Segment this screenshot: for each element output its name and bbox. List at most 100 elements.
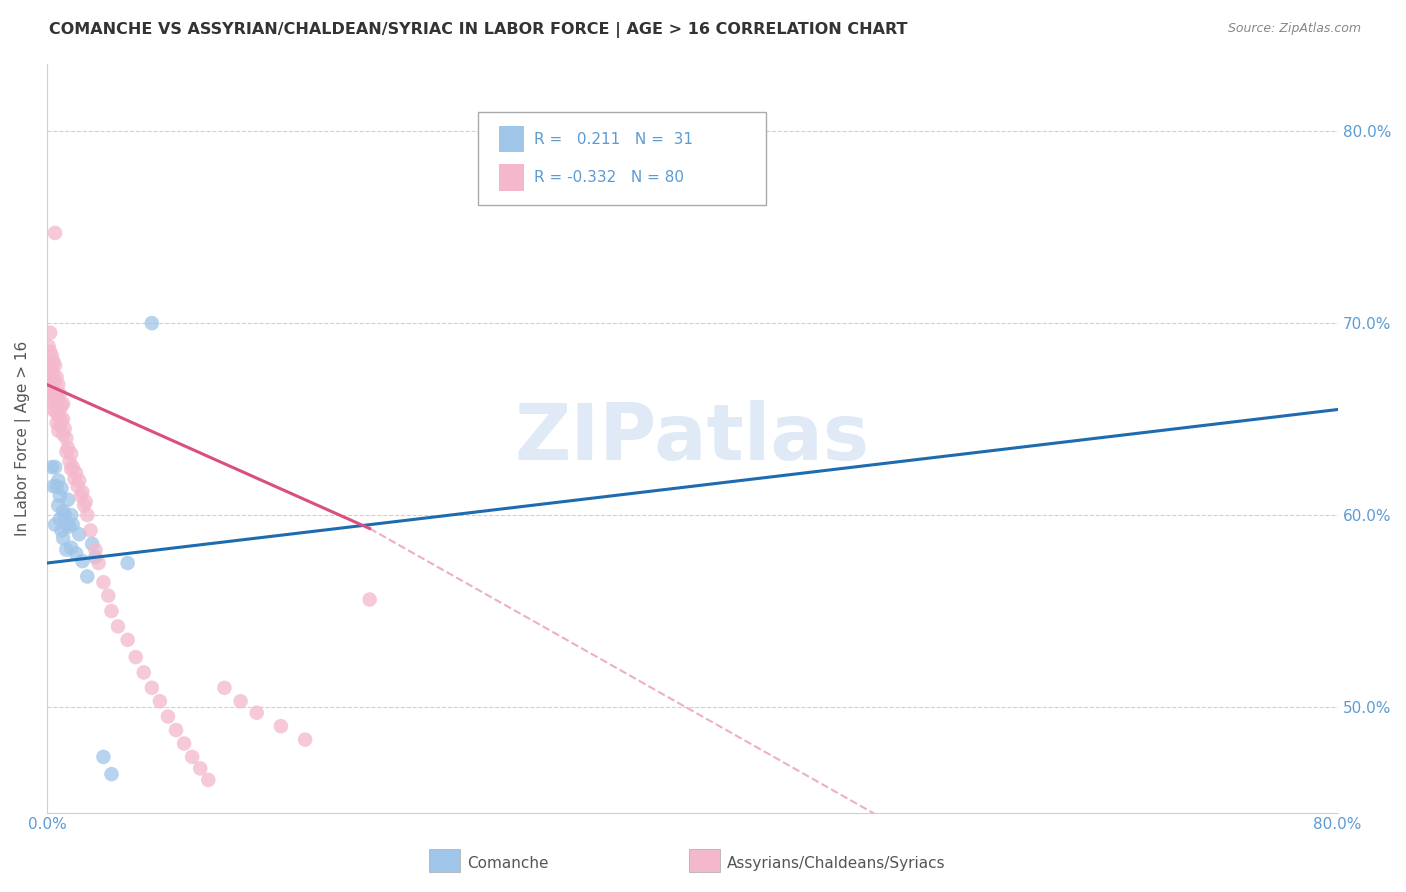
Point — [45, 370, 67, 384]
Point — [41, 384, 63, 398]
Point — [65, 466, 87, 480]
Point — [46, 377, 69, 392]
Point — [41, 364, 63, 378]
Point — [72, 554, 94, 568]
Point — [44, 374, 66, 388]
Point — [41, 362, 63, 376]
Point — [45, 416, 67, 430]
Point — [55, 517, 77, 532]
Point — [38, 370, 60, 384]
Point — [165, 723, 187, 737]
Point — [39, 392, 62, 407]
Text: R =   0.211   N =  31: R = 0.211 N = 31 — [534, 131, 693, 146]
Point — [41, 349, 63, 363]
Point — [60, 508, 83, 522]
Point — [46, 409, 69, 423]
Point — [79, 524, 101, 538]
Point — [46, 424, 69, 438]
Text: Comanche: Comanche — [467, 856, 548, 871]
Point — [49, 387, 72, 401]
Text: Source: ZipAtlas.com: Source: ZipAtlas.com — [1227, 22, 1361, 36]
Point — [55, 444, 77, 458]
Point — [70, 489, 93, 503]
Point — [46, 499, 69, 513]
Point — [156, 709, 179, 723]
Point — [294, 732, 316, 747]
Point — [93, 575, 115, 590]
Point — [181, 750, 204, 764]
Point — [52, 427, 75, 442]
Point — [41, 460, 63, 475]
Point — [39, 359, 62, 373]
Point — [56, 492, 79, 507]
Point — [73, 499, 96, 513]
Point — [55, 431, 77, 445]
Point — [39, 377, 62, 392]
Point — [117, 632, 139, 647]
Point — [56, 441, 79, 455]
Point — [125, 650, 148, 665]
Point — [42, 354, 65, 368]
Point — [87, 556, 110, 570]
Point — [67, 474, 90, 488]
Point — [173, 736, 195, 750]
Point — [84, 542, 107, 557]
Point — [51, 414, 73, 428]
Point — [42, 370, 65, 384]
Point — [45, 479, 67, 493]
Point — [52, 412, 75, 426]
Point — [60, 462, 83, 476]
Point — [44, 517, 66, 532]
Point — [49, 512, 72, 526]
Point — [53, 422, 76, 436]
Y-axis label: In Labor Force | Age > 16: In Labor Force | Age > 16 — [15, 341, 31, 536]
Point — [44, 404, 66, 418]
Point — [52, 531, 75, 545]
Point — [53, 508, 76, 522]
Point — [60, 447, 83, 461]
Point — [188, 761, 211, 775]
Point — [44, 460, 66, 475]
Point — [270, 719, 292, 733]
Point — [49, 489, 72, 503]
Point — [42, 402, 65, 417]
Point — [42, 387, 65, 401]
Point — [76, 508, 98, 522]
Point — [44, 226, 66, 240]
Text: Assyrians/Chaldeans/Syriacs: Assyrians/Chaldeans/Syriacs — [727, 856, 945, 871]
Point — [46, 474, 69, 488]
Point — [149, 694, 172, 708]
Point — [62, 460, 84, 475]
Point — [58, 519, 80, 533]
Point — [65, 546, 87, 560]
Text: R = -0.332   N = 80: R = -0.332 N = 80 — [534, 169, 685, 185]
Point — [84, 550, 107, 565]
Point — [66, 479, 89, 493]
Point — [49, 417, 72, 432]
Point — [197, 772, 219, 787]
Point — [75, 494, 97, 508]
Point — [42, 479, 65, 493]
Point — [39, 326, 62, 340]
Point — [60, 541, 83, 555]
Point — [52, 504, 75, 518]
Point — [141, 316, 163, 330]
Point — [44, 359, 66, 373]
Point — [58, 454, 80, 468]
Point — [51, 399, 73, 413]
Point — [49, 402, 72, 417]
Point — [51, 481, 73, 495]
Point — [132, 665, 155, 680]
Point — [82, 537, 104, 551]
Point — [214, 681, 236, 695]
Point — [41, 391, 63, 405]
Point — [41, 377, 63, 392]
Point — [246, 706, 269, 720]
Point — [46, 392, 69, 407]
Point — [51, 524, 73, 538]
Text: COMANCHE VS ASSYRIAN/CHALDEAN/SYRIAC IN LABOR FORCE | AGE > 16 CORRELATION CHART: COMANCHE VS ASSYRIAN/CHALDEAN/SYRIAC IN … — [49, 22, 908, 38]
Point — [38, 339, 60, 353]
Point — [62, 517, 84, 532]
Point — [100, 604, 122, 618]
Point — [229, 694, 252, 708]
